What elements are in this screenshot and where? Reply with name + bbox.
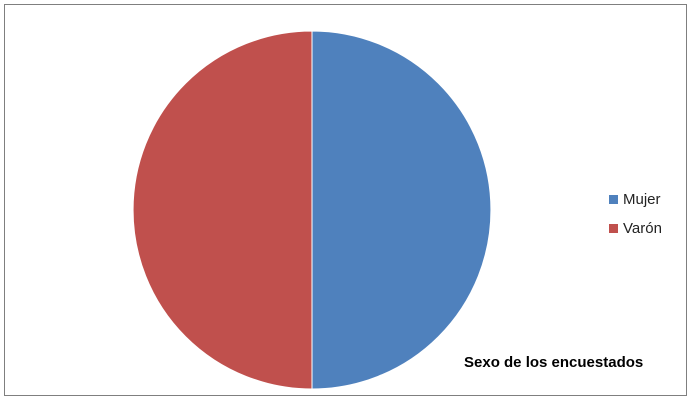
legend: Mujer Varón: [609, 189, 662, 247]
legend-swatch-mujer: [609, 195, 618, 204]
legend-item-varon: Varón: [609, 218, 662, 239]
pie-slice-varon: [132, 30, 313, 390]
legend-label-varon: Varón: [623, 220, 662, 237]
legend-label-mujer: Mujer: [623, 191, 661, 208]
legend-swatch-varon: [609, 224, 618, 233]
chart-area: Mujer Varón Sexo de los encuestados: [4, 4, 687, 396]
legend-item-mujer: Mujer: [609, 189, 662, 210]
chart-title: Sexo de los encuestados: [464, 354, 644, 371]
pie-slice-mujer: [311, 30, 492, 390]
pie-chart: [132, 30, 492, 390]
